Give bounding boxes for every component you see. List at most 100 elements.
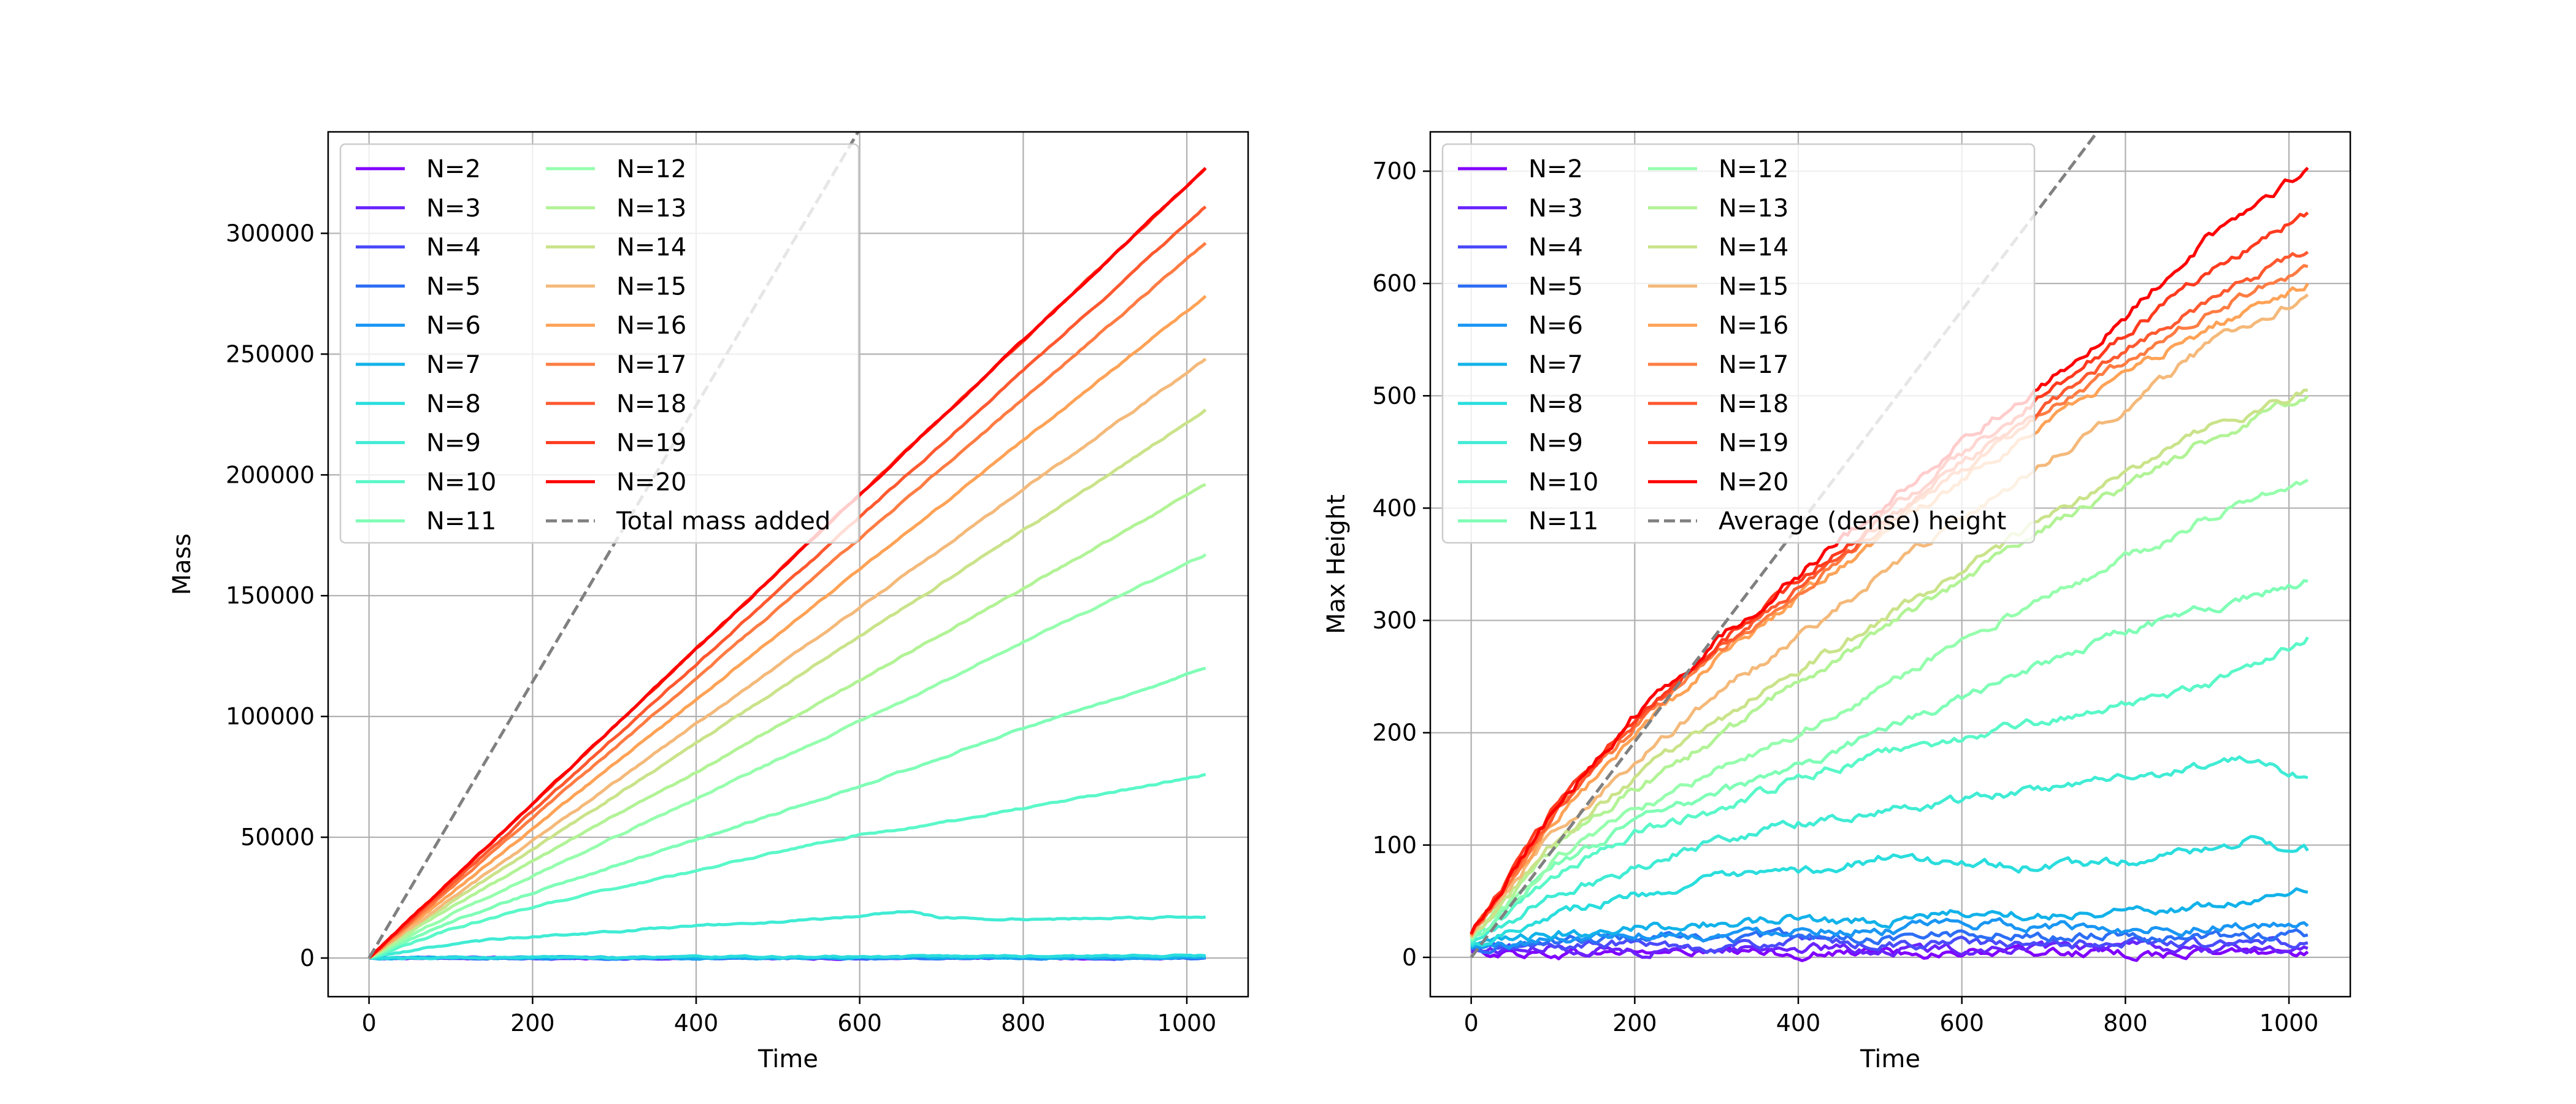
legend-label: N=14 [616, 234, 686, 262]
x-tick-label: 800 [1001, 1010, 1046, 1037]
legend-label: N=6 [1528, 312, 1583, 340]
y-tick-label: 600 [1372, 270, 1417, 297]
y-tick-label: 50000 [240, 824, 315, 851]
series-line-n-13 [368, 483, 1206, 960]
legend-label: N=7 [426, 351, 481, 379]
series-lines [1470, 132, 2309, 962]
series-line-n-10 [368, 773, 1206, 960]
legend-label: N=9 [426, 429, 481, 458]
series-line-n-4 [1470, 934, 2309, 954]
legend-label: N=15 [616, 272, 686, 301]
legend-label: N=13 [616, 194, 686, 223]
legend-label: N=17 [616, 351, 686, 379]
legend-label: N=4 [1528, 234, 1583, 262]
y-tick-label: 200 [1372, 719, 1417, 746]
series-line-n-16 [368, 294, 1207, 959]
y-tick-label: 0 [300, 945, 315, 972]
series-line-n-10 [1470, 636, 2309, 943]
chart-panel-2: 0 200 400 600 800 1000 0 100 200 300 400 500 600 700 T… [1322, 131, 2352, 1073]
x-tick-label: 200 [510, 1010, 555, 1037]
legend-label: N=19 [1719, 429, 1788, 458]
x-tick-label: 400 [1776, 1010, 1821, 1037]
legend-label: N=3 [1528, 194, 1583, 223]
legend-frame [339, 143, 860, 544]
x-tick-label: 200 [1612, 1010, 1657, 1037]
legend-label: N=14 [1719, 234, 1788, 262]
y-tick-label: 500 [1372, 382, 1417, 409]
legend: N=2 N=3 N=4 N=5 N=6 N=7 N=8 N=9 N=10 N=11 N=12 N=13… [339, 143, 860, 544]
y-tick-label: 0 [1402, 944, 1417, 971]
series-line-n-3 [1471, 938, 2309, 959]
y-tick-label: 300000 [226, 220, 315, 247]
legend-label: N=17 [1719, 351, 1788, 379]
legend-label: N=9 [1528, 429, 1583, 458]
x-tick-label: 1000 [2260, 1010, 2319, 1037]
series-line-n-15 [368, 358, 1207, 960]
series-line-n-9 [369, 910, 1206, 960]
x-axis-label: Time [1860, 1045, 1920, 1073]
ticks: 0 200 400 600 800 1000 0 50000 100000 150000 20000… [226, 220, 1216, 1037]
series-line-n-8 [369, 953, 1206, 960]
legend-label: N=8 [426, 390, 481, 418]
legend: N=2 N=3 N=4 N=5 N=6 N=7 N=8 N=9 N=10 N=11 N=12 N=13… [1441, 143, 2036, 544]
legend-label: N=8 [1528, 390, 1583, 418]
legend-label: N=20 [616, 468, 686, 496]
series-line-n-18 [368, 205, 1207, 959]
x-tick-label: 0 [1464, 1010, 1479, 1037]
x-tick-label: 0 [362, 1010, 377, 1037]
legend-label: N=11 [1528, 507, 1598, 535]
x-tick-label: 400 [674, 1010, 719, 1037]
y-tick-label: 100000 [226, 703, 315, 730]
legend-label: N=5 [426, 272, 481, 301]
legend-label: N=7 [1528, 351, 1583, 379]
y-axis-label: Mass [168, 534, 196, 596]
series-line-n-11 [368, 666, 1206, 960]
legend-label: N=18 [616, 390, 686, 418]
legend-label: Total mass added [616, 507, 830, 535]
legend-label: N=18 [1719, 390, 1788, 418]
series-line-n-11 [1470, 579, 2309, 941]
legend-label: N=12 [616, 155, 686, 183]
legend-label: N=2 [426, 155, 481, 183]
series-line-n-12 [368, 553, 1207, 960]
series-line-n-14 [368, 408, 1207, 960]
series-line-n-20 [367, 167, 1207, 959]
legend-label: N=19 [616, 429, 686, 458]
legend-label: N=13 [1719, 194, 1788, 223]
chart-panel-1: 0 200 400 600 800 1000 0 50000 100000 150000 20000… [168, 131, 1249, 1073]
legend-label: N=4 [426, 234, 481, 262]
series-line-n-13 [1470, 394, 2309, 940]
legend-label: N=2 [1528, 155, 1583, 183]
axes-frame [1429, 131, 2352, 998]
series-line-n-6 [1470, 917, 2309, 950]
series-line-n-8 [1470, 835, 2309, 948]
series-line-n-2 [1471, 943, 2309, 962]
legend-label: N=3 [426, 194, 481, 223]
y-tick-label: 400 [1372, 494, 1417, 521]
legend-label: N=5 [1528, 272, 1583, 301]
series-line-n-7 [1470, 887, 2309, 949]
y-tick-label: 200000 [226, 461, 315, 488]
legend-label: N=16 [1719, 312, 1788, 340]
ticks: 0 200 400 600 800 1000 0 100 200 300 400 500 600 700 [1372, 158, 2318, 1037]
y-tick-label: 300 [1372, 607, 1417, 634]
series-line-n-12 [1470, 478, 2309, 941]
y-axis-label: Max Height [1322, 494, 1351, 634]
x-tick-label: 1000 [1157, 1010, 1217, 1037]
legend-label: N=20 [1719, 468, 1788, 496]
series-line-n-9 [1470, 755, 2309, 945]
y-tick-label: 100 [1372, 832, 1417, 859]
legend-label: Average (dense) height [1719, 507, 2006, 535]
y-tick-label: 150000 [226, 582, 315, 609]
y-tick-label: 700 [1372, 158, 1417, 185]
series-line-n-14 [1470, 388, 2308, 938]
x-tick-label: 600 [1939, 1010, 1984, 1037]
x-tick-label: 800 [2103, 1010, 2148, 1037]
legend-label: N=6 [426, 312, 481, 340]
legend-label: N=10 [1528, 468, 1598, 496]
x-axis-label: Time [757, 1045, 818, 1073]
y-tick-label: 250000 [226, 340, 315, 367]
x-tick-label: 600 [837, 1010, 882, 1037]
series-line-n-17 [368, 242, 1207, 959]
